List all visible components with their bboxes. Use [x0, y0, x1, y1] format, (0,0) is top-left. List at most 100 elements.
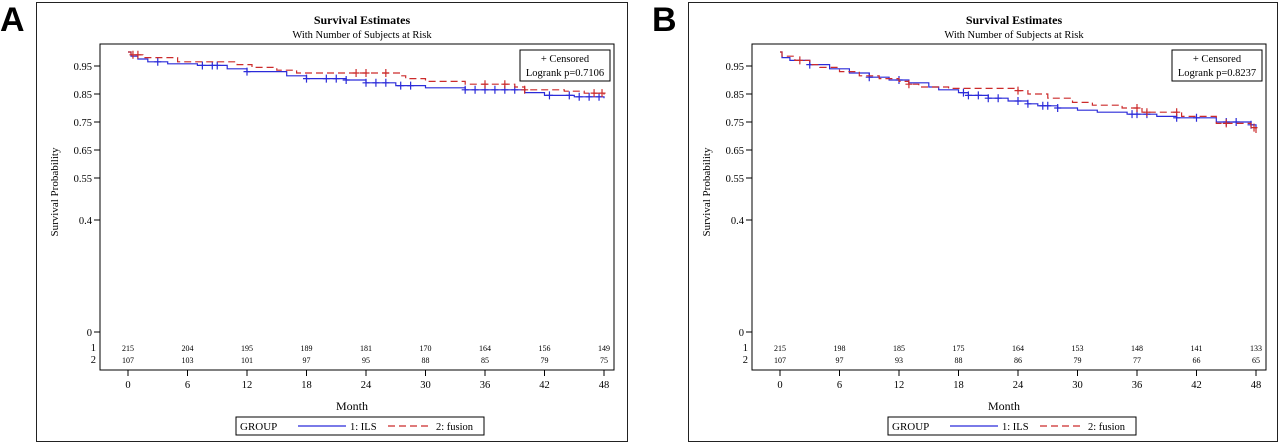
p0-censor-mark [213, 61, 221, 70]
p0-censor-mark [407, 81, 415, 90]
p1-x-axis-label: Month [988, 399, 1020, 413]
p0-at-risk-count: 189 [301, 344, 313, 353]
p1-x-tick-label: 24 [1013, 380, 1024, 391]
p0-x-tick-label: 42 [539, 380, 550, 391]
survival-chart-a: Survival Estimates With Number of Subject… [49, 13, 615, 436]
p1-censor-mark [1222, 119, 1230, 128]
p0-censor-mark [362, 69, 370, 77]
p0-x-tick-label: 30 [420, 380, 431, 391]
p1-x-tick-label: 18 [953, 380, 964, 391]
p0-y-tick-label: 0.65 [74, 146, 92, 157]
p1-at-risk-count: 215 [774, 344, 786, 353]
p1-chart-title: Survival Estimates [966, 13, 1063, 27]
p1-censor-mark [1044, 101, 1052, 110]
p1-censor-mark [905, 80, 913, 89]
p0-at-risk-count: 79 [541, 356, 549, 365]
p1-censor-mark [796, 56, 804, 65]
p1-legend-box [887, 416, 1137, 436]
p1-at-risk-count: 88 [955, 356, 963, 365]
p0-censor-mark [585, 92, 593, 101]
p0-censor-mark [397, 81, 405, 90]
p1-logrank-label: Logrank p=0.8237 [1178, 68, 1256, 79]
p0-at-risk-count: 181 [360, 344, 372, 353]
p1-censor-mark [984, 94, 992, 103]
panel-label-a: A [0, 1, 25, 39]
p0-censor-mark [154, 57, 162, 66]
p0-at-risk-count: 149 [598, 344, 610, 353]
p0-x-axis-label: Month [336, 399, 368, 413]
p0-at-risk-count: 88 [422, 356, 430, 365]
p0-plot-area [99, 43, 615, 371]
panel-label-b: B [652, 1, 677, 39]
p1-at-risk-count: 141 [1191, 344, 1203, 353]
p0-at-risk-count: 156 [539, 344, 551, 353]
p1-censor-mark [1143, 108, 1151, 117]
survival-chart-b: Survival Estimates With Number of Subject… [701, 13, 1267, 436]
p1-at-risk-row-label: 1 [743, 343, 748, 354]
p0-censor-mark [481, 80, 489, 89]
p0-censor-mark [491, 85, 499, 94]
p0-censor-mark [565, 91, 573, 100]
p1-at-risk-count: 185 [893, 344, 905, 353]
p1-at-risk-count: 77 [1133, 356, 1141, 365]
p1-y-tick-label: 0.75 [726, 118, 744, 129]
p0-censor-mark [595, 92, 603, 101]
p0-at-risk-count: 195 [241, 344, 253, 353]
p0-at-risk-count: 85 [481, 356, 489, 365]
panel-a-frame [36, 2, 628, 442]
p0-censor-mark [598, 89, 606, 98]
p0-chart-subtitle: With Number of Subjects at Risk [292, 30, 432, 41]
p0-censor-box [519, 49, 611, 82]
p1-y-tick-label: 0.85 [726, 90, 744, 101]
p0-censor-mark [471, 85, 479, 94]
p0-at-risk-row-label: 1 [91, 343, 96, 354]
p0-at-risk-count: 215 [122, 344, 134, 353]
p1-at-risk-count: 148 [1131, 344, 1143, 353]
p1-censor-mark [974, 91, 982, 100]
p1-at-risk-row-label: 2 [743, 355, 748, 366]
p0-censor-mark [501, 80, 509, 89]
p1-censored-label: + Censored [1193, 54, 1242, 65]
p0-at-risk-count: 170 [420, 344, 432, 353]
p1-censor-mark [1173, 108, 1181, 117]
p0-x-tick-label: 36 [480, 380, 491, 391]
p1-censor-box [1171, 49, 1263, 82]
p1-censor-mark [1014, 86, 1022, 95]
p1-at-risk-count: 164 [1012, 344, 1024, 353]
p1-at-risk-count: 175 [953, 344, 965, 353]
p1-y-tick-label: 0 [739, 328, 744, 339]
p1-x-tick-label: 12 [894, 380, 905, 391]
p0-censor-mark [352, 69, 360, 77]
p0-at-risk-count: 103 [182, 356, 194, 365]
p1-censor-mark [994, 94, 1002, 103]
p1-plot-area [751, 43, 1267, 371]
p1-censor-mark [1024, 99, 1032, 108]
p0-censored-label: + Censored [541, 54, 590, 65]
p0-at-risk-count: 101 [241, 356, 253, 365]
p1-at-risk-count: 93 [895, 356, 903, 365]
p0-censor-mark [461, 85, 469, 94]
p0-at-risk-row-label: 2 [91, 355, 96, 366]
p1-x-tick-label: 48 [1251, 380, 1262, 391]
p0-y-tick-label: 0.4 [79, 216, 93, 227]
p0-legend-box [235, 416, 485, 436]
p1-at-risk-count: 65 [1252, 356, 1260, 365]
p0-y-tick-label: 0.75 [74, 118, 92, 129]
p0-censor-mark [382, 69, 390, 77]
p1-at-risk-count: 86 [1014, 356, 1022, 365]
p0-at-risk-count: 164 [479, 344, 491, 353]
p0-censor-mark [134, 50, 142, 59]
p1-at-risk-count: 153 [1072, 344, 1084, 353]
p0-logrank-label: Logrank p=0.7106 [526, 68, 604, 79]
p1-legend-fusion-label: 2: fusion [1088, 422, 1126, 433]
p0-censor-mark [198, 61, 206, 70]
p0-legend-ils-label: 1: ILS [350, 422, 377, 433]
p0-censor-mark [303, 74, 310, 83]
p0-at-risk-count: 75 [600, 356, 608, 365]
p0-chart-title: Survival Estimates [314, 13, 411, 27]
p0-at-risk-count: 107 [122, 356, 134, 365]
p1-censor-mark [1232, 118, 1240, 126]
p1-legend-title: GROUP [892, 421, 929, 433]
p1-censor-mark [865, 73, 873, 82]
p1-at-risk-count: 79 [1074, 356, 1082, 365]
